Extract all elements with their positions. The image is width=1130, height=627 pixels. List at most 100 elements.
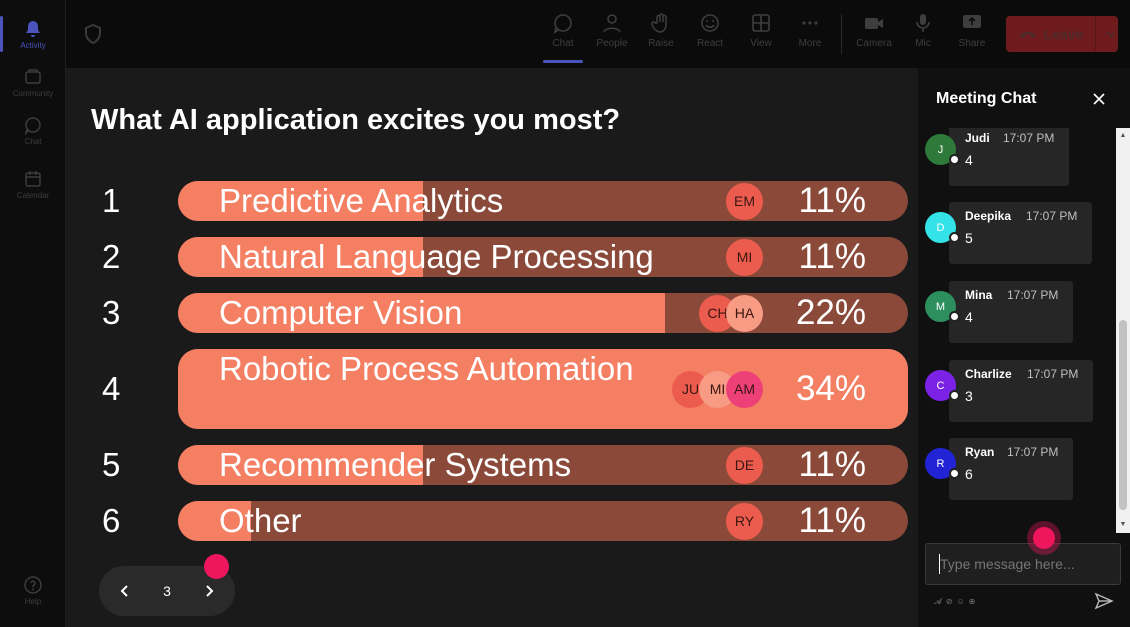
raise-hand-button[interactable]: Raise [639, 10, 683, 60]
option-bar: Recommender Systems DE 11% [178, 445, 908, 485]
option-bar-fill [178, 293, 665, 333]
hang-up-icon [1019, 32, 1036, 38]
option-percent: 34% [795, 369, 866, 408]
message-text: 3 [965, 388, 973, 404]
bell-icon [26, 20, 40, 37]
chat-scrollbar[interactable]: ▲ ▼ [1116, 128, 1130, 533]
community-icon [25, 68, 41, 84]
chevron-down-icon[interactable] [1104, 27, 1118, 41]
option-label: Other [219, 502, 302, 539]
sender-name: Deepika [965, 209, 1012, 223]
option-bar: Computer Vision CH HA 22% [178, 293, 908, 333]
voter-avatar: DE [726, 446, 763, 484]
format-toolbar: 𝓐 ⊘ ☺ ⊕ [934, 597, 975, 607]
message-time: 17:07 PM [1007, 445, 1059, 459]
rail-item-chat[interactable]: Chat [0, 106, 66, 154]
option-label: Robotic Process Automation [219, 350, 634, 387]
option-percent: 22% [795, 293, 866, 332]
chevron-left-icon [120, 585, 128, 597]
scroll-thumb[interactable] [1119, 320, 1127, 510]
voter-avatars: DE [726, 446, 763, 484]
avatar[interactable]: C [925, 370, 956, 401]
presence-status-icon [949, 154, 960, 165]
share-screen-icon [963, 15, 981, 28]
option-number: 4 [102, 370, 121, 407]
presence-status-icon [949, 232, 960, 243]
message-time: 17:07 PM [1007, 288, 1059, 302]
rail-item-help[interactable]: Help [0, 566, 66, 614]
rail-item-label: Chat [24, 136, 42, 146]
option-label: Natural Language Processing [219, 238, 654, 275]
leave-button[interactable]: Leave [1006, 16, 1118, 52]
mic-button-label: Mic [915, 38, 931, 49]
message-text: 4 [965, 152, 973, 168]
chat-message: Deepika 17:07 PM 5 D [918, 202, 1116, 264]
leave-divider [1095, 16, 1097, 52]
emoji-icon[interactable]: ☺ [956, 597, 965, 606]
share-button[interactable]: Share [950, 10, 994, 60]
option-bar: Robotic Process Automation JU MI AM 34% [178, 349, 908, 429]
message-time: 17:07 PM [1003, 131, 1055, 145]
camera-icon [865, 18, 883, 29]
mic-button[interactable]: Mic [901, 10, 945, 60]
previous-button[interactable] [115, 581, 135, 601]
option-number: 5 [102, 446, 121, 483]
close-icon[interactable] [1090, 90, 1108, 108]
pointer-indicator [204, 554, 229, 579]
message-input[interactable] [925, 543, 1121, 585]
option-number: 2 [102, 238, 121, 275]
message-text: 6 [965, 466, 973, 482]
rail-item-calendar[interactable]: Calendar [0, 160, 66, 208]
format-icon[interactable]: 𝓐 [934, 597, 942, 606]
chat-icon [553, 14, 572, 34]
chat-message: Charlize 17:07 PM 3 C [918, 360, 1116, 422]
option-number: 6 [102, 502, 121, 539]
hand-icon [651, 13, 667, 33]
people-button[interactable]: People [590, 10, 634, 60]
rail-item-activity[interactable]: Activity [0, 10, 66, 58]
voter-avatar: HA [726, 294, 763, 332]
chat-title: Meeting Chat [936, 90, 1037, 107]
pointer-indicator [1033, 527, 1055, 549]
voter-avatar: MI [726, 238, 763, 276]
rail-item-label: Calendar [16, 190, 50, 200]
poll-stage: What AI application excites you most? 1 P… [66, 68, 918, 627]
option-number: 1 [102, 182, 121, 219]
option-percent: 11% [798, 501, 866, 540]
calendar-icon [25, 170, 41, 187]
chevron-right-icon [206, 585, 214, 597]
chat-button[interactable]: Chat [541, 10, 585, 63]
rail-item-community[interactable]: Community [0, 58, 66, 106]
option-label: Recommender Systems [219, 446, 572, 483]
leave-label: Leave [1043, 26, 1084, 42]
react-button[interactable]: React [688, 10, 732, 60]
camera-button[interactable]: Camera [852, 10, 896, 60]
react-button-label: React [696, 38, 724, 49]
page-number: 3 [163, 583, 171, 599]
view-button[interactable]: View [739, 10, 783, 60]
voter-avatars: RY [726, 502, 763, 540]
attach-icon[interactable]: ⊘ [945, 597, 953, 606]
presence-status-icon [949, 311, 960, 322]
poll-option: 4 Robotic Process Automation JU MI AM 34% [66, 349, 918, 429]
voter-avatar: EM [726, 182, 763, 220]
send-icon[interactable] [1094, 591, 1114, 611]
scroll-up-arrow[interactable]: ▲ [1119, 132, 1127, 139]
option-bar: Predictive Analytics EM 11% [178, 181, 908, 221]
message-time: 17:07 PM [1027, 367, 1079, 381]
more-button[interactable]: More [788, 10, 832, 60]
voter-avatar: RY [726, 502, 763, 540]
voter-avatars: EM [726, 182, 763, 220]
option-bar: Natural Language Processing MI 11% [178, 237, 908, 277]
message-bubble: Charlize 17:07 PM 3 [949, 360, 1093, 422]
share-button-label: Share [958, 38, 986, 49]
gif-icon[interactable]: ⊕ [968, 597, 976, 606]
next-button[interactable] [199, 581, 219, 601]
poll-option: 2 Natural Language Processing MI 11% [66, 237, 918, 277]
rail-item-label: Activity [20, 40, 46, 50]
grid-icon [752, 14, 770, 32]
option-number: 3 [102, 294, 121, 331]
poll-option: 3 Computer Vision CH HA 22% [66, 293, 918, 333]
option-bar-fill [178, 445, 423, 485]
scroll-down-arrow[interactable]: ▼ [1119, 521, 1127, 528]
